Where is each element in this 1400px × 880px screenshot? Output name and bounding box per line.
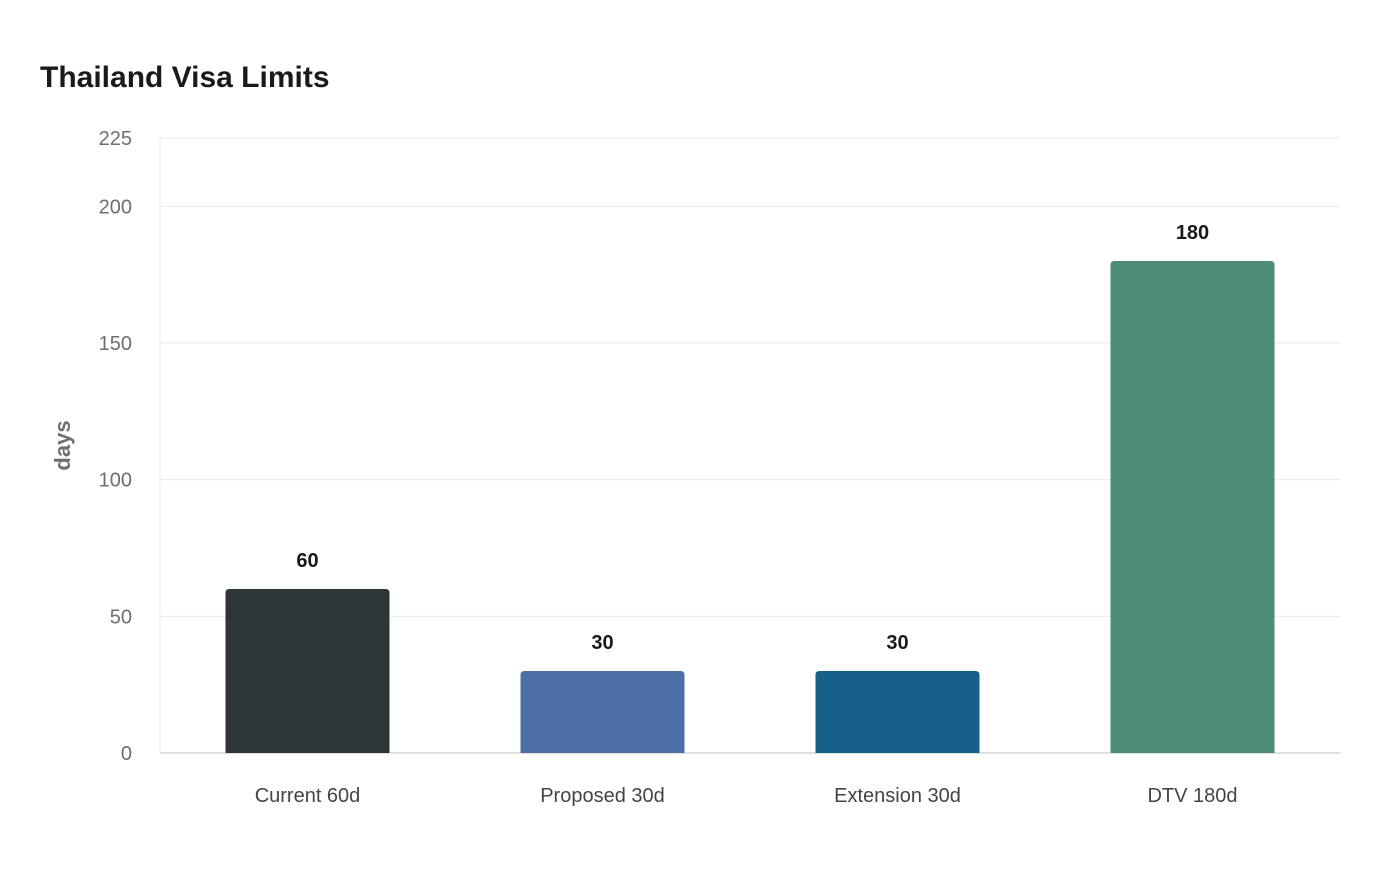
y-tick-label: 100 (99, 470, 132, 492)
x-tick-label: DTV 180d (1147, 785, 1237, 807)
y-tick-label: 150 (99, 333, 132, 355)
bar-dtv-180d (1110, 261, 1275, 753)
y-axis-title: days (50, 420, 75, 470)
data-label: 60 (296, 550, 318, 572)
data-label: 180 (1176, 222, 1209, 244)
x-tick-label: Current 60d (255, 785, 361, 807)
labels: 0 50 100 150 200 225 days 60 Current 60d 30 Propos… (50, 128, 1238, 807)
data-label: 30 (591, 632, 613, 654)
x-tick-label: Proposed 30d (540, 785, 665, 807)
bar-extension-30d (815, 671, 980, 753)
bar-current-60d (225, 589, 390, 753)
bar-proposed-30d (520, 671, 685, 753)
bars (225, 261, 1275, 753)
y-tick-label: 200 (99, 196, 132, 218)
y-tick-label: 0 (121, 743, 132, 765)
y-tick-label: 50 (110, 606, 132, 628)
y-tick-label: 225 (99, 128, 132, 150)
chart-title: Thailand Visa Limits (40, 61, 330, 94)
data-label: 30 (886, 632, 908, 654)
x-tick-label: Extension 30d (834, 785, 961, 807)
